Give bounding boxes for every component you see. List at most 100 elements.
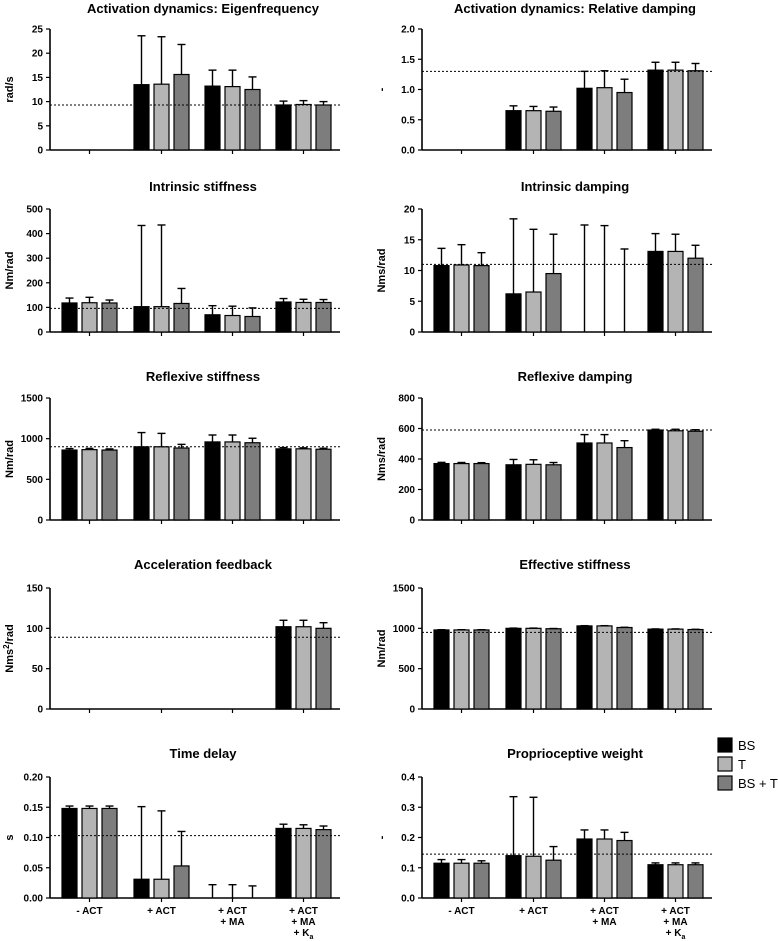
y-tick-label: 1000 [21,434,44,445]
bar [453,462,470,521]
bar [315,301,332,333]
bar [244,442,261,521]
bar [616,446,633,521]
y-tick-label: 600 [398,424,415,435]
y-tick-label: 500 [26,475,43,486]
bar [453,629,470,710]
bar [687,257,704,333]
bar [224,85,241,151]
chart-panel: Intrinsic stiffness Nm/rad 0 100 200 300 400 50… [4,179,340,339]
y-axis-label: Nms/rad [376,248,388,292]
bar [667,864,684,899]
category-label: + Ka [666,928,686,941]
bar [153,878,170,899]
y-tick-label: 100 [26,303,43,314]
bar [473,629,490,710]
y-tick-label: 0.0 [401,146,415,157]
legend-swatch [717,756,733,772]
bar [295,301,312,333]
y-tick-label: 15 [32,73,44,84]
bar [473,462,490,521]
y-tick-label: 50 [32,664,44,675]
y-tick-label: 0.2 [401,833,415,844]
bar [505,627,522,710]
category-label: + ACT [289,906,318,917]
bar [616,839,633,899]
y-tick-label: 5 [37,121,43,132]
y-tick-label: 0.0 [401,894,415,905]
y-axis-label: Nm/rad [376,630,388,668]
bar [687,430,704,521]
bar [433,264,450,333]
bar [295,827,312,899]
y-tick-label: 0.00 [24,894,44,905]
chart-title: Intrinsic stiffness [149,179,257,194]
bar [667,69,684,151]
bar [596,442,613,521]
y-tick-label: 400 [26,229,43,240]
bar [453,862,470,899]
bar [453,264,470,333]
y-tick-label: 0 [409,516,415,527]
y-tick-label: 300 [26,254,43,265]
y-tick-label: 0 [409,705,415,716]
bar [647,429,664,521]
bar [101,449,118,521]
bar [244,315,261,333]
bar [545,110,562,151]
y-tick-label: 150 [26,584,43,595]
chart-panel: Time delay s 0.00 0.05 0.10 0.15 0.20 - ACT + AC… [4,746,340,941]
bar [173,73,190,151]
y-tick-label: 20 [404,205,416,216]
y-tick-label: 0 [37,516,43,527]
bar [244,88,261,151]
bar [275,301,292,333]
category-label: + MA [291,917,315,928]
category-label: + ACT [147,906,176,917]
bar [295,448,312,521]
bar [647,864,664,899]
legend-label: T [738,757,746,772]
chart-panel: Effective stiffness Nm/rad 0 500 1000 1500 [376,557,712,716]
bar [81,449,98,521]
category-label: + MA [592,917,616,928]
bar [667,628,684,710]
chart-title: Proprioceptive weight [507,746,643,761]
bar [576,625,593,710]
y-tick-label: 1000 [393,624,416,635]
y-tick-label: 200 [398,485,415,496]
bar [153,306,170,333]
y-tick-label: 0 [37,328,43,339]
y-tick-label: 0.5 [401,115,415,126]
bar [667,250,684,333]
bar [81,807,98,899]
bar [295,103,312,151]
bar [61,807,78,899]
bar [81,302,98,333]
category-label: + ACT [590,906,619,917]
bar [647,250,664,333]
bar [433,462,450,521]
chart-panel: Reflexive damping Nms/rad 0 200 400 600 800 [376,369,712,527]
y-tick-label: 20 [32,49,44,60]
category-label: - ACT [76,906,102,917]
chart-panel: Proprioceptive weight - 0.0 0.1 0.2 0.3 0.4 - A… [376,746,712,941]
bar [224,314,241,333]
bar [275,448,292,521]
bar [647,69,664,151]
bar [616,91,633,151]
bar [576,838,593,899]
bar [224,441,241,521]
category-label: - ACT [448,906,474,917]
bar [647,628,664,710]
chart-title: Time delay [170,746,238,761]
bar [525,855,542,899]
bar [204,441,221,521]
chart-panel: Intrinsic damping Nms/rad 0 5 10 15 20 [376,179,712,339]
bar [133,878,150,899]
chart-panel: Reflexive stiffness Nm/rad 0 500 1000 1500 [4,369,340,527]
chart-panel: Activation dynamics: Eigenfrequency rad/s… [4,1,340,157]
y-axis-label: s [4,834,16,840]
bar [315,104,332,151]
